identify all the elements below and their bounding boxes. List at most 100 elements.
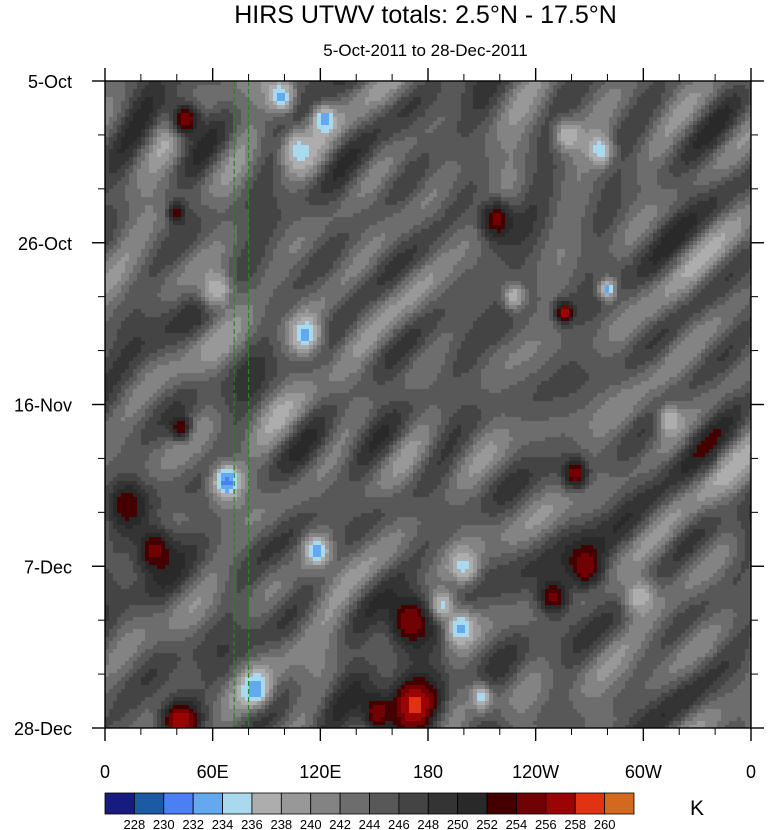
contour-cell <box>561 85 566 90</box>
contour-cell <box>577 109 582 114</box>
contour-cell <box>129 89 134 94</box>
contour-cell <box>721 101 726 106</box>
contour-cell <box>445 85 450 90</box>
contour-cell <box>173 109 178 114</box>
contour-cell <box>421 105 426 110</box>
contour-cell <box>285 109 290 114</box>
contour-cell <box>649 105 654 110</box>
contour-cell <box>417 101 422 106</box>
contour-cell <box>677 109 682 114</box>
contour-cell <box>313 109 318 114</box>
contour-cell <box>325 97 330 102</box>
contour-cell <box>109 89 114 94</box>
contour-cell <box>401 97 406 102</box>
contour-cell <box>409 89 414 94</box>
contour-cell <box>297 93 302 98</box>
contour-cell <box>149 93 154 98</box>
contour-cell <box>225 93 230 98</box>
contour-cell <box>501 97 506 102</box>
contour-cell <box>433 85 438 90</box>
contour-cell <box>181 93 186 98</box>
contour-cell <box>693 105 698 110</box>
contour-cell <box>229 109 234 114</box>
contour-cell <box>509 97 514 102</box>
contour-cell <box>181 89 186 94</box>
contour-cell <box>697 109 702 114</box>
contour-cell <box>473 97 478 102</box>
contour-cell <box>681 97 686 102</box>
contour-cell <box>397 109 402 114</box>
contour-cell <box>593 89 598 94</box>
contour-cell <box>633 85 638 90</box>
contour-cell <box>545 85 550 90</box>
contour-cell <box>301 109 306 114</box>
contour-cell <box>149 109 154 114</box>
contour-cell <box>441 97 446 102</box>
contour-cell <box>165 105 170 110</box>
contour-cell <box>405 93 410 98</box>
contour-cell <box>645 93 650 98</box>
contour-cell <box>153 89 158 94</box>
contour-cell <box>337 113 342 118</box>
contour-cell <box>261 101 266 106</box>
contour-cell <box>717 85 722 90</box>
contour-cell <box>165 113 170 118</box>
contour-cell <box>657 97 662 102</box>
contour-cell <box>641 105 646 110</box>
contour-cell <box>437 109 442 114</box>
contour-cell <box>621 105 626 110</box>
contour-cell <box>341 89 346 94</box>
contour-cell <box>637 85 642 90</box>
contour-cell <box>285 113 290 118</box>
contour-cell <box>221 97 226 102</box>
contour-cell <box>421 85 426 90</box>
contour-cell <box>705 97 710 102</box>
contour-cell <box>605 89 610 94</box>
contour-cell <box>441 89 446 94</box>
contour-cell <box>665 113 670 118</box>
contour-cell <box>645 85 650 90</box>
contour-cell <box>505 93 510 98</box>
contour-cell <box>645 97 650 102</box>
contour-cell <box>369 85 374 90</box>
contour-cell <box>153 85 158 90</box>
contour-cell <box>553 101 558 106</box>
contour-cell <box>701 97 706 102</box>
contour-cell <box>477 85 482 90</box>
contour-cell <box>189 101 194 106</box>
contour-cell <box>157 101 162 106</box>
contour-cell <box>293 89 298 94</box>
contour-cell <box>737 93 742 98</box>
contour-cell <box>645 105 650 110</box>
contour-cell <box>377 109 382 114</box>
contour-field <box>105 81 754 730</box>
contour-cell <box>277 105 282 110</box>
contour-cell <box>517 113 522 118</box>
contour-cell <box>293 101 298 106</box>
contour-cell <box>313 85 318 90</box>
contour-cell <box>505 101 510 106</box>
contour-cell <box>585 105 590 110</box>
contour-cell <box>185 85 190 90</box>
contour-cell <box>317 105 322 110</box>
contour-cell <box>441 85 446 90</box>
contour-cell <box>209 101 214 106</box>
contour-cell <box>305 109 310 114</box>
contour-cell <box>633 97 638 102</box>
contour-cell <box>729 105 734 110</box>
contour-cell <box>645 89 650 94</box>
contour-cell <box>685 93 690 98</box>
contour-cell <box>481 113 486 118</box>
contour-cell <box>393 105 398 110</box>
contour-cell <box>445 113 450 118</box>
contour-cell <box>689 113 694 118</box>
contour-cell <box>645 101 650 106</box>
contour-cell <box>169 113 174 118</box>
contour-cell <box>161 85 166 90</box>
contour-cell <box>177 85 182 90</box>
contour-cell <box>201 97 206 102</box>
contour-cell <box>457 97 462 102</box>
contour-cell <box>465 89 470 94</box>
contour-cell <box>681 85 686 90</box>
contour-cell <box>725 109 730 114</box>
